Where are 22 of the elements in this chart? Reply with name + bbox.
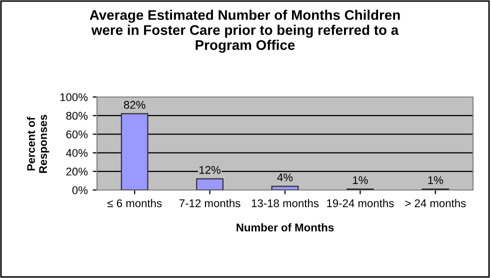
data-label: 1%: [428, 176, 444, 184]
data-label: 1%: [353, 176, 368, 184]
bar: [196, 178, 224, 190]
x-tick-label: ≤ 6 months: [108, 199, 162, 208]
x-tick-label: 19-24 months: [327, 199, 394, 208]
x-tick-label: 7-12 months: [179, 199, 240, 208]
x-axis-title: Number of Months: [236, 223, 334, 232]
bar: [120, 113, 148, 190]
y-tick-label: 20%: [66, 168, 88, 176]
y-tick-label: 80%: [66, 112, 88, 120]
y-tick-label: 0%: [72, 186, 88, 194]
y-tick-label: 100%: [60, 93, 88, 102]
data-label: 82%: [124, 100, 146, 109]
x-tick-label: > 24 months: [405, 199, 466, 208]
x-tick-label: 13-18 months: [252, 199, 319, 208]
bar: [271, 186, 299, 190]
y-tick-label: 60%: [66, 130, 88, 138]
y-tick-label: 40%: [66, 149, 88, 157]
data-label: 12%: [200, 166, 221, 174]
data-label: 4%: [277, 173, 293, 182]
chart-title: Average Estimated Number of Months Children were in Foster Care prior to being referred to a Program Office: [90, 10, 400, 53]
y-axis-title: Percent of Responses: [26, 114, 50, 173]
